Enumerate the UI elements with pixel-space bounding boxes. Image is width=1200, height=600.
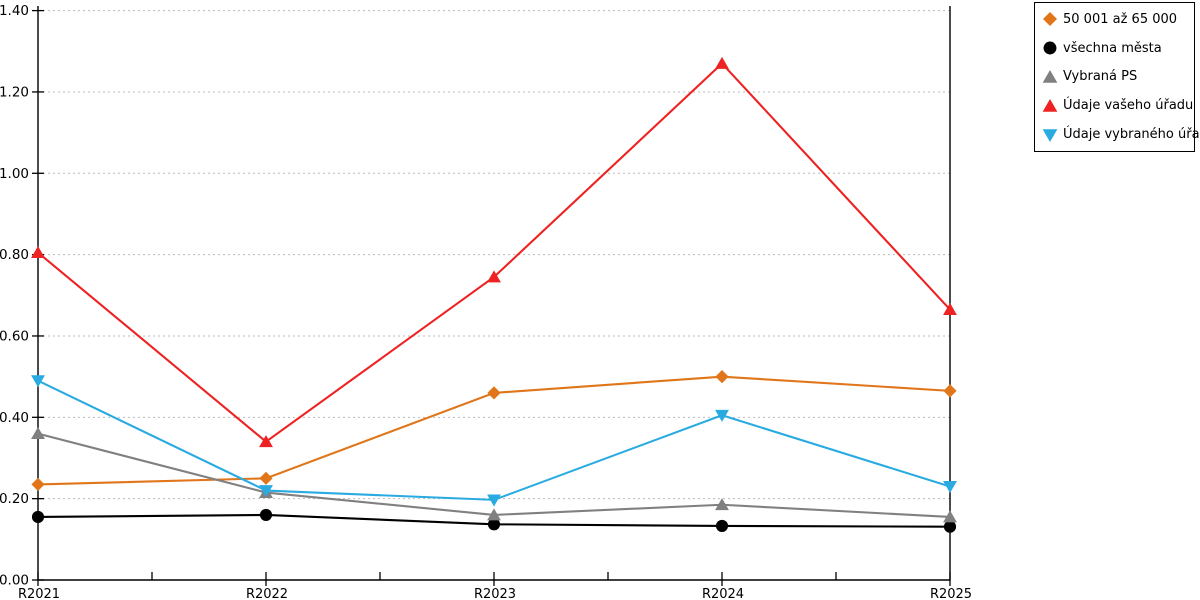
legend-item-4: Údaje vybraného úřadu [1042,121,1200,148]
legend-triangle-up-icon [1042,69,1058,83]
marker-diamond [487,386,501,400]
legend-item-2: Vybraná PS [1042,63,1194,90]
y-tick-label: 0.80 [0,247,29,263]
marker-triangle-up [487,508,501,521]
marker-circle [31,510,45,524]
x-tick-label: R2023 [474,587,516,600]
marker-triangle-up [1042,69,1058,83]
marker-diamond [1043,12,1057,27]
legend-label: Údaje vybraného úřadu [1063,127,1200,143]
x-tick-label: R2024 [702,587,744,600]
y-tick-label: 0.00 [0,573,29,589]
marker-triangle-up [943,302,957,315]
marker-circle [259,508,273,521]
series-3 [31,56,957,448]
y-tick-label: 0.20 [0,491,29,507]
marker-circle [943,520,957,533]
legend-circle-icon [1043,41,1057,55]
legend-label: všechna města [1063,40,1162,56]
marker-triangle-up [943,510,957,523]
marker-circle [487,518,501,531]
marker-triangle-up [259,435,273,448]
marker-diamond [715,370,729,384]
series-4 [31,375,957,507]
marker-diamond [943,384,957,398]
y-tick-label: 1.40 [0,3,29,19]
marker-triangle-up [487,270,501,283]
marker-triangle-down [487,494,501,507]
marker-triangle-down [715,409,729,422]
x-tick-label: R2022 [246,587,288,600]
series-0 [31,370,957,492]
y-tick-label: 1.00 [0,166,29,182]
marker-triangle-down [31,375,45,388]
marker-triangle-up [31,245,45,259]
x-tick-label: R2025 [930,587,972,600]
marker-triangle-up [31,426,45,439]
marker-triangle-up [1042,98,1058,112]
marker-circle [715,519,729,532]
legend-label: Vybraná PS [1063,69,1138,85]
legend: 50 001 až 65 000 všechna města Vybraná PS Ú… [1034,2,1200,152]
legend-triangle-up-icon [1042,98,1058,112]
y-tick-label: 0.40 [0,410,29,426]
legend-label: 50 001 až 65 000 [1063,11,1178,27]
marker-triangle-down [943,481,957,494]
series-1 [31,508,957,533]
x-tick-label: R2021 [18,587,60,600]
marker-triangle-up [715,56,729,69]
legend-item-0: 50 001 až 65 000 [1042,6,1194,33]
legend-item-1: všechna města [1042,35,1194,62]
marker-circle [1043,41,1057,55]
legend-triangle-down-icon [1042,128,1058,142]
marker-diamond [31,477,45,492]
marker-triangle-down [259,485,273,498]
marker-diamond [259,471,273,485]
y-tick-label: 0.60 [0,328,29,344]
y-tick-label: 1.20 [0,84,29,100]
series-line [37,61,951,444]
marker-triangle-up [715,498,729,511]
series-2 [31,426,957,523]
legend-item-3: Údaje vašeho úřadu [1042,92,1194,119]
legend-diamond-icon [1043,12,1057,27]
marker-triangle-down [1042,128,1058,142]
legend-label: Údaje vašeho úřadu [1063,98,1194,114]
